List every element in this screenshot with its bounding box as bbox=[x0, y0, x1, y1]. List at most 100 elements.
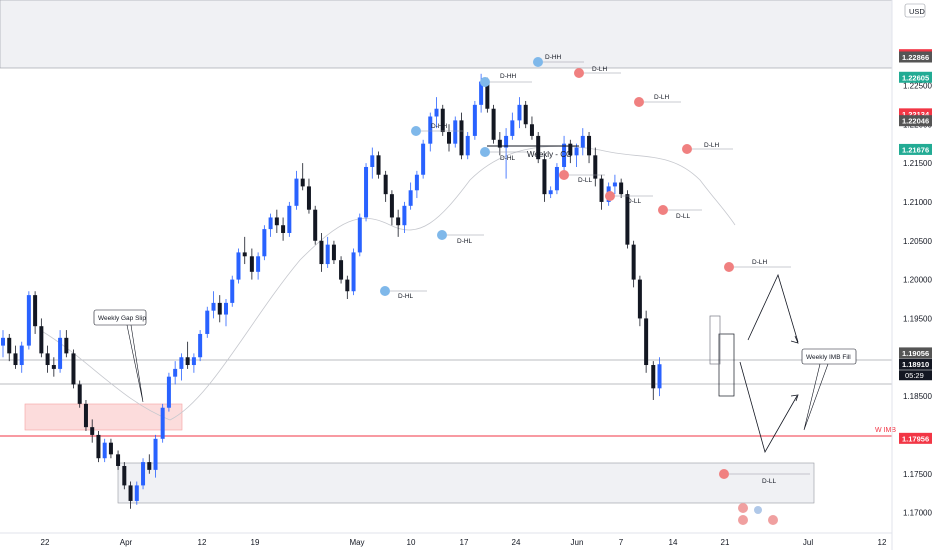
swing-dot-dlh-3 bbox=[682, 144, 692, 154]
candle-body bbox=[33, 295, 38, 327]
candle-body bbox=[414, 174, 419, 191]
price-axis[interactable]: USD 1.225001.220001.215001.210001.205001… bbox=[891, 0, 932, 550]
weekly-gap-slip-label: Weekly Gap Slip bbox=[98, 315, 146, 322]
currency-badge[interactable] bbox=[904, 3, 926, 18]
event-icon bbox=[754, 506, 762, 514]
weekly-gap-slip-box bbox=[93, 309, 147, 326]
weekly-gap-slip-pointer bbox=[126, 324, 144, 403]
time-tick-label: 21 bbox=[721, 538, 730, 547]
candle-body bbox=[64, 337, 69, 354]
candle-body bbox=[517, 104, 522, 121]
candle-body bbox=[141, 462, 146, 486]
projection-arrow-1 bbox=[790, 335, 799, 344]
price-tick-label: 1.17000 bbox=[903, 509, 932, 518]
candle-body bbox=[313, 209, 318, 241]
candle-body bbox=[383, 174, 388, 195]
swing-label-dll-4: D-LL bbox=[762, 478, 776, 485]
price-tag-label: 1.22866 bbox=[902, 53, 929, 62]
candle-body bbox=[529, 124, 534, 136]
time-axis[interactable]: 22 Apr 12 19 May 10 17 24 Jun 7 14 21 Jul 12 bbox=[0, 532, 892, 547]
time-tick-label: 10 bbox=[407, 538, 416, 547]
candle-body bbox=[339, 260, 344, 280]
candle-body bbox=[198, 333, 203, 358]
swing-label-dhh-3: D-HH bbox=[545, 54, 562, 61]
time-tick-label: 12 bbox=[198, 538, 207, 547]
candle-body bbox=[116, 454, 121, 466]
candle-body bbox=[147, 462, 152, 470]
swing-dot-dll-1 bbox=[559, 170, 569, 180]
swing-label-dhl-1: D-HL bbox=[398, 293, 414, 300]
candle-body bbox=[185, 357, 190, 366]
price-tag bbox=[899, 51, 932, 63]
swing-label-dll-1: D-LL bbox=[578, 177, 592, 184]
swing-label-dhl-2: D-HL bbox=[457, 238, 473, 245]
price-tick-label: 1.17500 bbox=[903, 470, 932, 479]
candle-body bbox=[562, 143, 567, 167]
candle-body bbox=[497, 139, 502, 148]
countdown-tag bbox=[899, 370, 932, 381]
candle-body bbox=[644, 318, 649, 366]
candle-body bbox=[357, 217, 362, 253]
candle-body bbox=[421, 143, 426, 175]
candle-body bbox=[631, 244, 636, 280]
time-tick-label: 12 bbox=[878, 538, 887, 547]
candle-body bbox=[71, 353, 76, 385]
candle-body bbox=[491, 108, 496, 140]
price-tag-label: 1.21676 bbox=[902, 145, 929, 154]
time-tick-label: 24 bbox=[512, 538, 521, 547]
candle-body bbox=[548, 190, 553, 195]
economic-event-icons bbox=[738, 503, 778, 525]
candle-body bbox=[256, 256, 261, 272]
candle-body bbox=[396, 217, 401, 226]
time-tick-label: May bbox=[349, 538, 364, 547]
swing-dot-dll-4 bbox=[719, 469, 729, 479]
demand-zone-bottom bbox=[117, 462, 815, 504]
candle-body bbox=[45, 353, 50, 366]
candle-body bbox=[651, 365, 656, 389]
candle-body bbox=[287, 205, 292, 233]
price-tag-label: 1.19056 bbox=[902, 349, 929, 358]
swing-label-dhl-3: D-HL bbox=[500, 155, 516, 162]
time-tick-label: 14 bbox=[669, 538, 678, 547]
price-tick-label: 1.18500 bbox=[903, 392, 932, 401]
swing-dot-dll-3 bbox=[658, 205, 668, 215]
price-tick-label: 1.21500 bbox=[903, 159, 932, 168]
candle-body bbox=[637, 279, 642, 319]
swing-markers: D-HH D-HH D-HH D-HL D-HL D-HL D-LH D-LH bbox=[380, 54, 810, 485]
swing-label-dlh-1: D-LH bbox=[592, 66, 607, 73]
price-axis-tags: 1.228961.228661.226051.221341.220461.216… bbox=[899, 49, 932, 444]
candle-body bbox=[300, 178, 305, 187]
price-tick-label: 1.19500 bbox=[903, 314, 932, 323]
moving-average-line bbox=[39, 145, 736, 421]
candle-body bbox=[274, 217, 279, 226]
candle-body bbox=[191, 357, 196, 366]
swing-dot-dhh-1 bbox=[411, 126, 421, 136]
candle-body bbox=[173, 368, 178, 377]
projection-path-1 bbox=[747, 273, 799, 343]
candle-body bbox=[612, 182, 617, 187]
candle-body bbox=[96, 434, 101, 459]
price-tag-label: 1.17956 bbox=[902, 434, 929, 443]
candle-body bbox=[370, 155, 375, 167]
swing-dot-dhl-3 bbox=[480, 147, 490, 157]
event-icon bbox=[768, 515, 778, 525]
price-tag-label: 1.22605 bbox=[902, 73, 929, 82]
candle-body bbox=[77, 384, 82, 404]
candle-body bbox=[262, 229, 267, 257]
event-icon bbox=[738, 503, 748, 513]
candle-body bbox=[90, 427, 95, 435]
candle-body bbox=[153, 438, 158, 470]
weekly-imb-fill-pointer bbox=[803, 363, 829, 431]
candle-body bbox=[599, 178, 604, 202]
time-tick-label: Jun bbox=[571, 538, 584, 547]
candle-body bbox=[408, 190, 413, 206]
swing-label-dll-2: D-LL bbox=[627, 198, 641, 205]
swing-label-dlh-4: D-LH bbox=[752, 259, 767, 266]
candle-body bbox=[465, 135, 470, 156]
price-tag bbox=[899, 143, 932, 155]
candle-body bbox=[108, 442, 113, 455]
candle-body bbox=[428, 116, 433, 144]
candle-body bbox=[325, 244, 330, 265]
